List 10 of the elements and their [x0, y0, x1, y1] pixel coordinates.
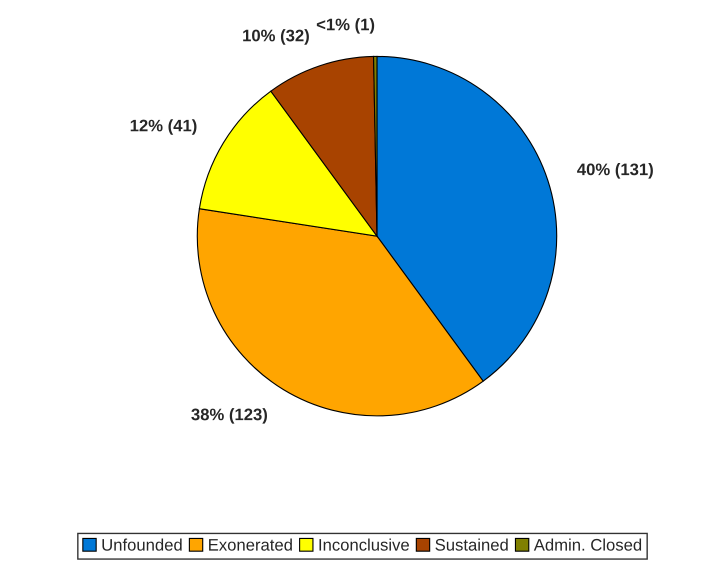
data-label: 38% (123) [191, 408, 267, 424]
data-label: 10% (32) [243, 29, 309, 45]
legend-label: Admin. Closed [534, 538, 642, 551]
legend-label: Exonerated [209, 538, 292, 551]
legend-label: Inconclusive [319, 538, 409, 551]
data-label: 40% (131) [577, 163, 653, 179]
data-label: 12% (41) [130, 119, 196, 135]
legend-label: Unfounded [102, 538, 182, 551]
data-label: <1% (1) [316, 18, 374, 34]
legend-label: Sustained [435, 538, 508, 551]
